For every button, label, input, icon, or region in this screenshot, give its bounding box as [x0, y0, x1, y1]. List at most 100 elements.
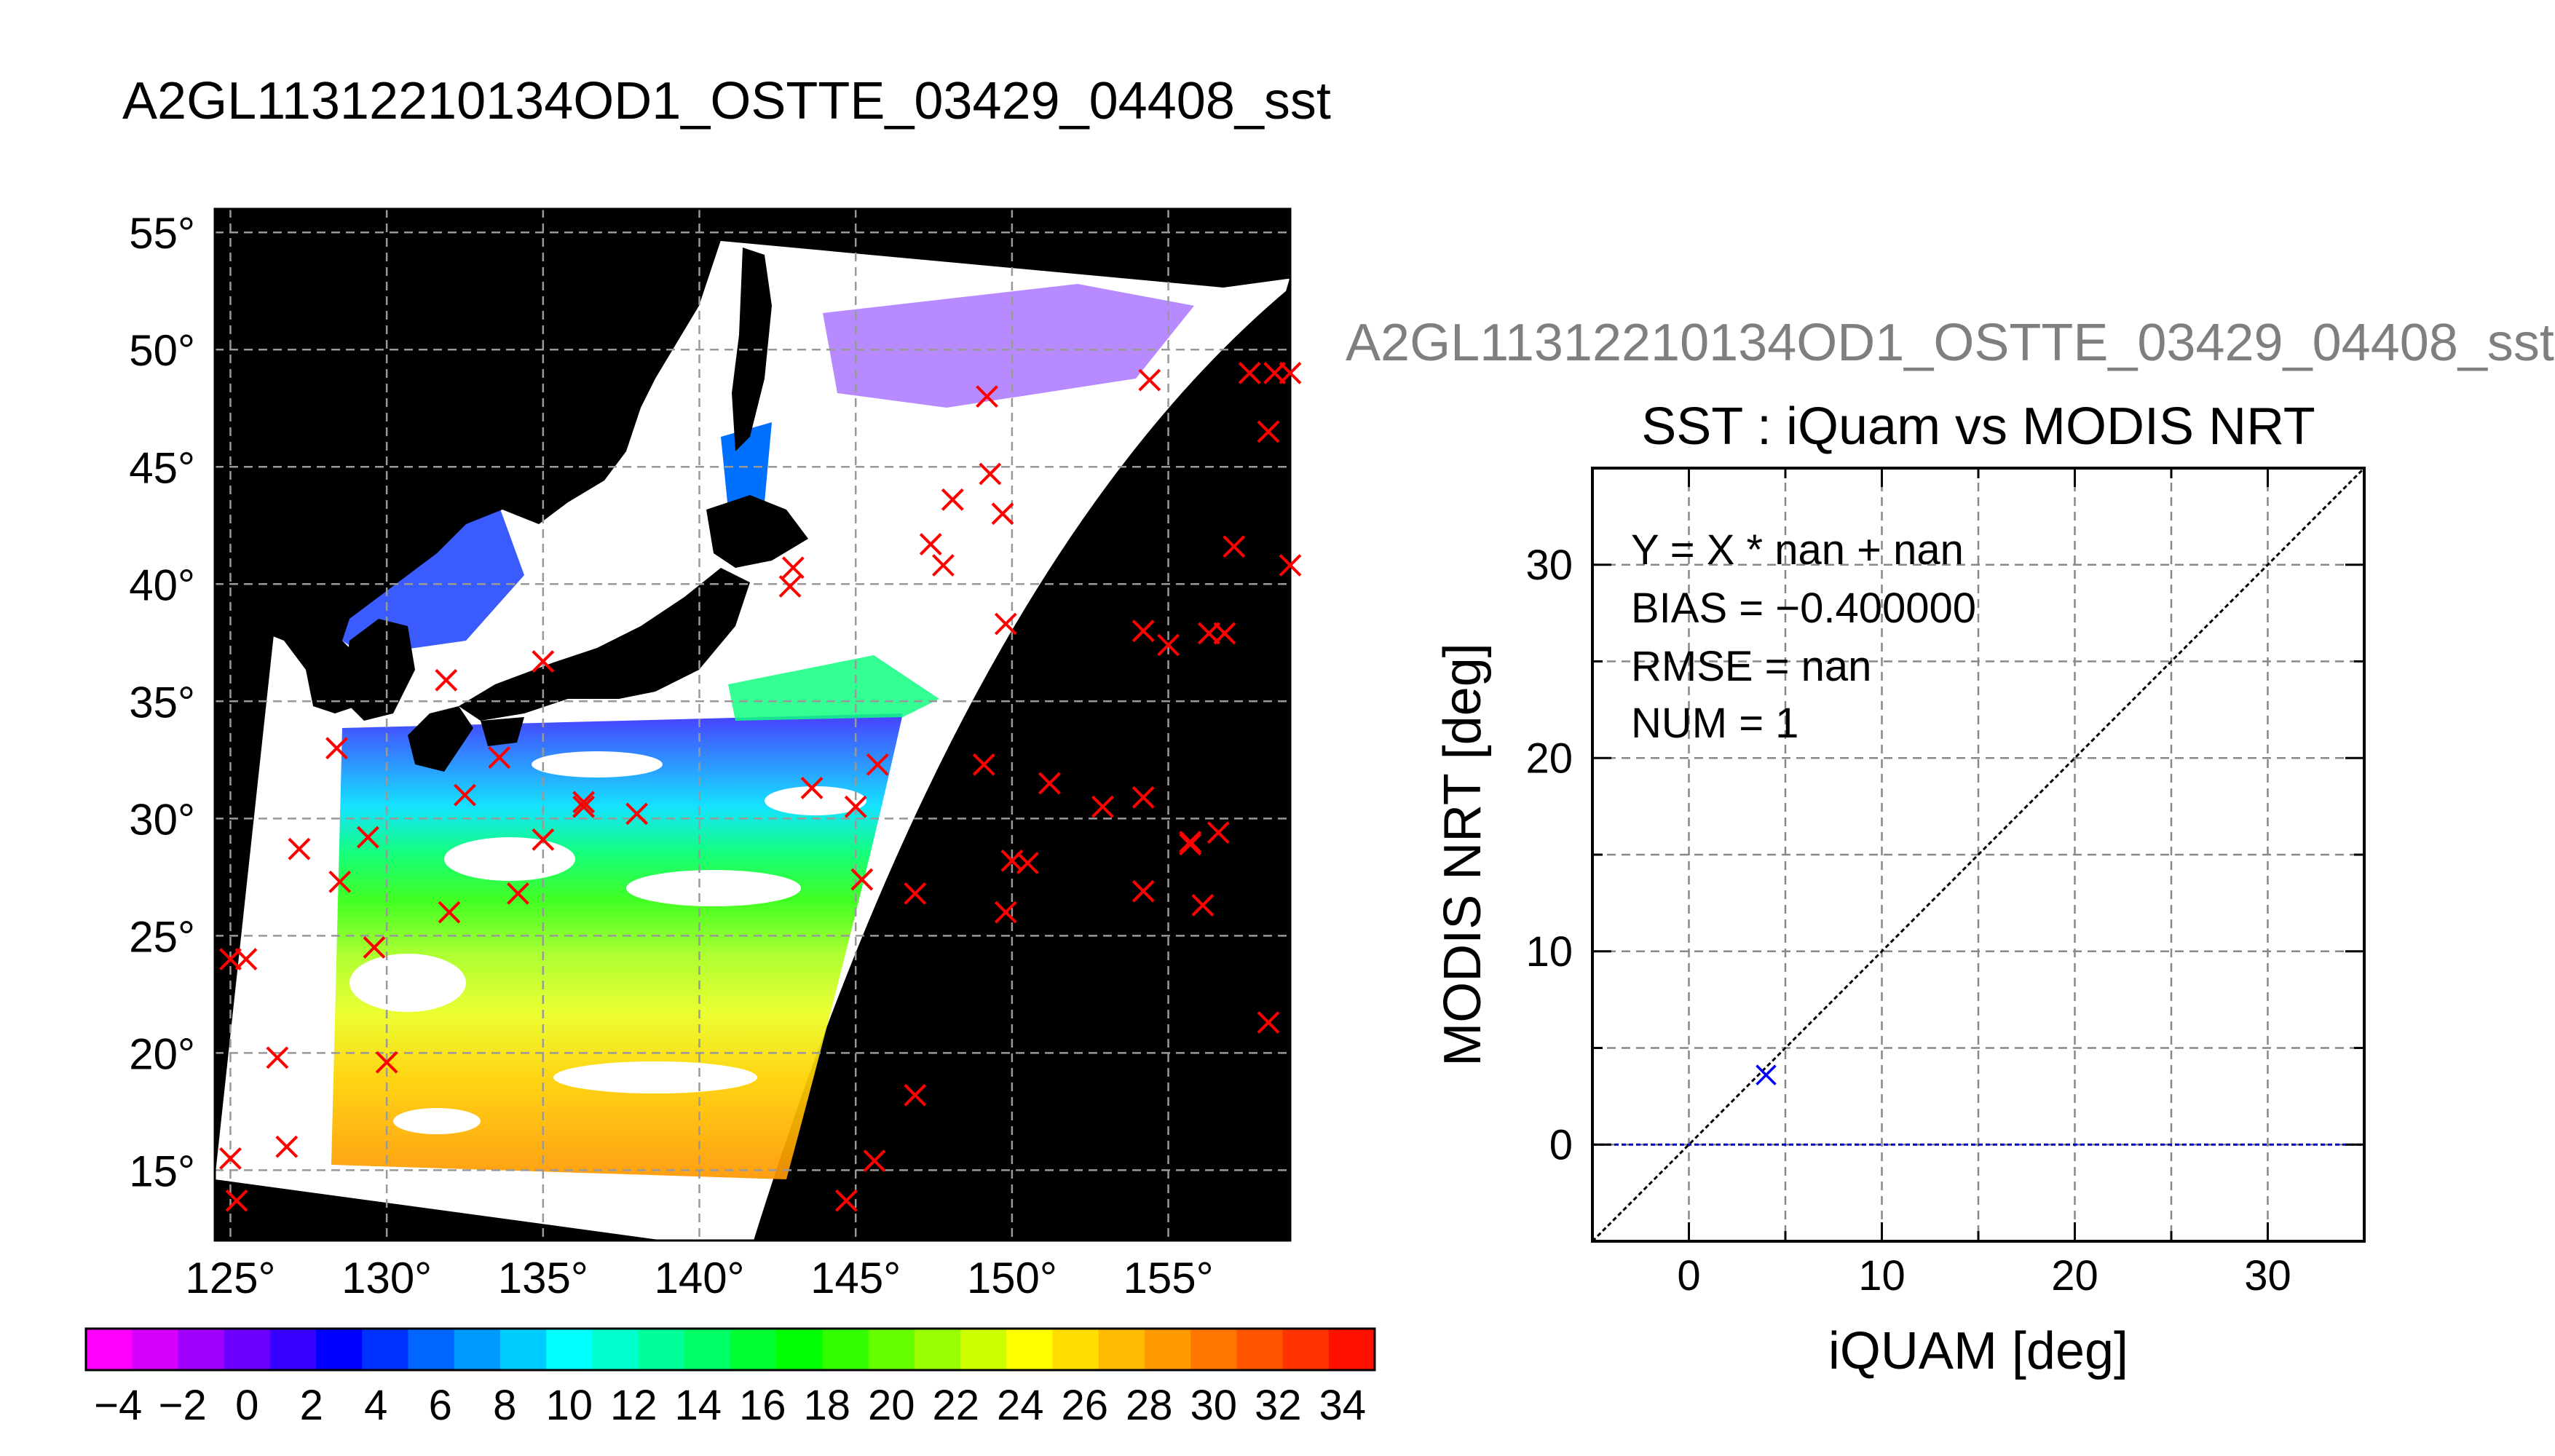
- colorbar-segment: [546, 1329, 593, 1370]
- kamchatka-tip: [1231, 277, 1290, 342]
- colorbar-segment: [914, 1329, 961, 1370]
- x-tick-label: 0: [1677, 1252, 1700, 1299]
- scatter-point: [1756, 1064, 1777, 1085]
- buoy-marker: [625, 802, 649, 826]
- colorbar-segment: [776, 1329, 823, 1370]
- buoy-marker: [1132, 620, 1155, 643]
- colorbar-segment: [822, 1329, 869, 1370]
- colorbar-segment: [454, 1329, 501, 1370]
- buoy-marker: [834, 1189, 858, 1212]
- lon-tick-label: 145°: [810, 1254, 901, 1302]
- colorbar-segment: [638, 1329, 685, 1370]
- colorbar-segment: [868, 1329, 915, 1370]
- buoy-marker: [994, 612, 1017, 636]
- buoy-marker: [1132, 879, 1155, 903]
- buoy-marker: [1279, 554, 1302, 577]
- scatter-tick-labels: 0 10 20 30 0 10 20 30: [1525, 542, 2291, 1299]
- lat-tick-label: 55°: [129, 209, 195, 258]
- colorbar-tick-label: −2: [159, 1382, 207, 1429]
- lat-tick-label: 35°: [129, 678, 195, 727]
- colorbar-tick-label: 6: [429, 1382, 452, 1429]
- lon-tick-label: 140°: [654, 1254, 744, 1302]
- buoy-marker: [976, 385, 998, 408]
- buoy-marker: [1138, 368, 1161, 392]
- land-masses: [215, 209, 1290, 772]
- stats-num: NUM = 1: [1631, 700, 1798, 747]
- colorbar-segment: [1236, 1329, 1284, 1370]
- korean-peninsula: [342, 619, 415, 721]
- colorbar-tick-label: 24: [997, 1382, 1044, 1429]
- buoy-marker: [1223, 535, 1246, 558]
- y-tick-label: 10: [1525, 928, 1573, 976]
- colorbar-segment: [499, 1329, 547, 1370]
- colorbar-segment: [362, 1329, 408, 1370]
- sst-colorbar: −4 −2 0 2 4 6 8 10 12 14 16 18 20 22 24 26 28 30 32 34: [84, 1327, 1376, 1429]
- honshu-island: [459, 568, 750, 721]
- buoy-marker: [572, 791, 596, 814]
- main-title: A2GL11312210134OD1_OSTTE_03429_04408_sst: [122, 72, 1331, 130]
- colorbar-segment: [1190, 1329, 1237, 1370]
- y-axis-label: MODIS NRT [deg]: [1434, 643, 1492, 1067]
- colorbar-segment: [316, 1329, 363, 1370]
- buoy-marker: [356, 826, 379, 849]
- buoy-marker: [219, 1147, 242, 1170]
- map-frame: [213, 207, 1292, 1242]
- colorbar-segment: [1098, 1329, 1145, 1370]
- colorbar-tick-label: 8: [493, 1382, 516, 1429]
- hokkaido-island: [706, 495, 808, 568]
- colorbar-segment: [1052, 1329, 1099, 1370]
- buoy-marker: [919, 533, 942, 555]
- lon-tick-label: 125°: [185, 1254, 275, 1302]
- colorbar-segment: [1282, 1329, 1330, 1370]
- buoy-marker: [904, 1083, 927, 1107]
- stats-fit: Y = X * nan + nan: [1631, 526, 1964, 574]
- kyushu-island: [408, 706, 473, 772]
- colorbar-segment: [269, 1329, 317, 1370]
- buoy-marker: [1279, 362, 1302, 384]
- buoy-marker: [435, 668, 458, 692]
- colorbar-tick-label: 10: [545, 1382, 593, 1429]
- stats-rmse: RMSE = nan: [1631, 643, 1871, 690]
- buoy-marker: [972, 753, 995, 776]
- buoy-marker: [288, 837, 311, 860]
- y-tick-label: 30: [1525, 542, 1573, 589]
- y-tick-label: 0: [1549, 1121, 1573, 1168]
- scatter-file-title: A2GL11312210134OD1_OSTTE_03429_04408_sst: [1346, 314, 2554, 372]
- buoy-marker: [375, 1051, 398, 1074]
- colorbar-tick-label: 20: [868, 1382, 915, 1429]
- colorbar-segment: [408, 1329, 455, 1370]
- colorbar-tick-label: 4: [364, 1382, 387, 1429]
- shikoku-island: [481, 717, 524, 746]
- lon-tick-label: 155°: [1123, 1254, 1213, 1302]
- buoy-marker: [904, 882, 927, 905]
- buoy-marker: [325, 737, 348, 760]
- buoy-marker: [266, 1046, 289, 1069]
- buoy-marker: [532, 828, 555, 851]
- x-axis-label: iQUAM [deg]: [1828, 1322, 2128, 1380]
- buoy-marker: [363, 936, 386, 959]
- scatter-title: SST : iQuam vs MODIS NRT: [1641, 397, 2315, 456]
- asian-mainland: [215, 209, 743, 713]
- buoy-marker: [1038, 772, 1061, 795]
- colorbar-tick-label: 16: [739, 1382, 786, 1429]
- buoy-marker: [991, 502, 1014, 526]
- scatter-points: [1756, 1064, 1777, 1085]
- buoy-marker: [1091, 795, 1114, 818]
- colorbar-segment: [132, 1329, 178, 1370]
- buoy-marker: [1257, 420, 1280, 443]
- lon-tick-label: 135°: [498, 1254, 588, 1302]
- lat-tick-label: 20°: [129, 1029, 195, 1078]
- buoy-marker: [1132, 786, 1155, 809]
- x-tick-label: 20: [2051, 1252, 2098, 1299]
- buoy-marker: [850, 868, 874, 891]
- lon-tick-label: 150°: [967, 1254, 1057, 1302]
- sakhalin-island: [732, 248, 772, 451]
- buoy-marker: [994, 901, 1017, 924]
- colorbar-segment: [224, 1329, 271, 1370]
- colorbar-tick-label: 2: [300, 1382, 323, 1429]
- buoy-marker: [941, 488, 964, 511]
- buoy-marker: [800, 777, 824, 799]
- lat-tick-label: 50°: [129, 326, 195, 375]
- buoy-marker: [572, 795, 596, 818]
- scatter-reference-lines: [1591, 467, 2366, 1243]
